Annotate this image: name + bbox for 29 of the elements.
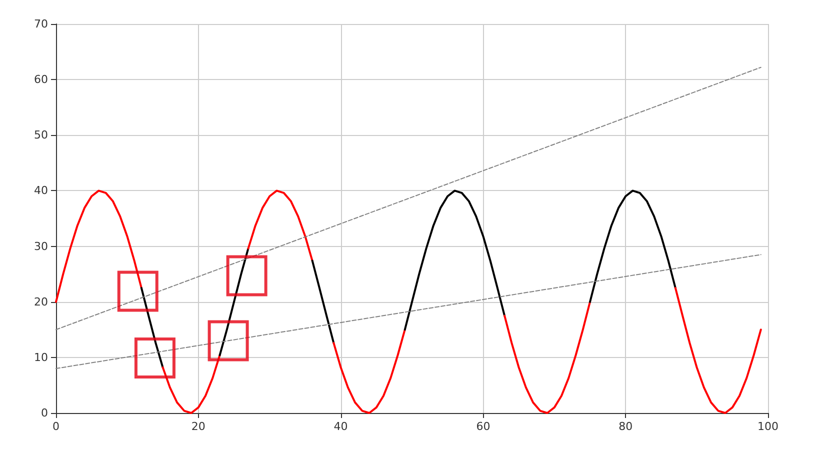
y-tick-label: 60 — [34, 73, 48, 86]
y-tick-label: 20 — [34, 295, 48, 308]
x-tick-label: 20 — [191, 420, 206, 433]
y-tick-label: 30 — [34, 240, 48, 253]
y-tick-label: 10 — [34, 350, 48, 364]
y-tick-label: 70 — [34, 18, 48, 30]
point — [117, 270, 158, 312]
x-tick-label: 0 — [52, 420, 60, 433]
point — [226, 255, 268, 296]
line-series — [332, 328, 406, 414]
x-tick-label: 40 — [334, 420, 348, 433]
line-series — [218, 248, 250, 356]
line-series — [247, 190, 314, 262]
y-tick-label: 0 — [41, 406, 48, 420]
line-series — [140, 286, 164, 368]
line-series — [504, 300, 591, 414]
line-series — [589, 190, 676, 303]
y-tick-label: 50 — [34, 128, 48, 142]
x-tick-label: 80 — [618, 420, 633, 433]
point — [208, 320, 249, 362]
line-series — [55, 190, 142, 303]
line-series — [674, 286, 762, 414]
point — [134, 337, 176, 378]
y-tick-label: 40 — [34, 184, 48, 198]
line-series — [404, 190, 506, 331]
x-tick-label: 60 — [476, 420, 490, 433]
line-series — [162, 354, 221, 414]
x-tick-label: 100 — [758, 420, 778, 433]
line-series — [311, 260, 335, 344]
